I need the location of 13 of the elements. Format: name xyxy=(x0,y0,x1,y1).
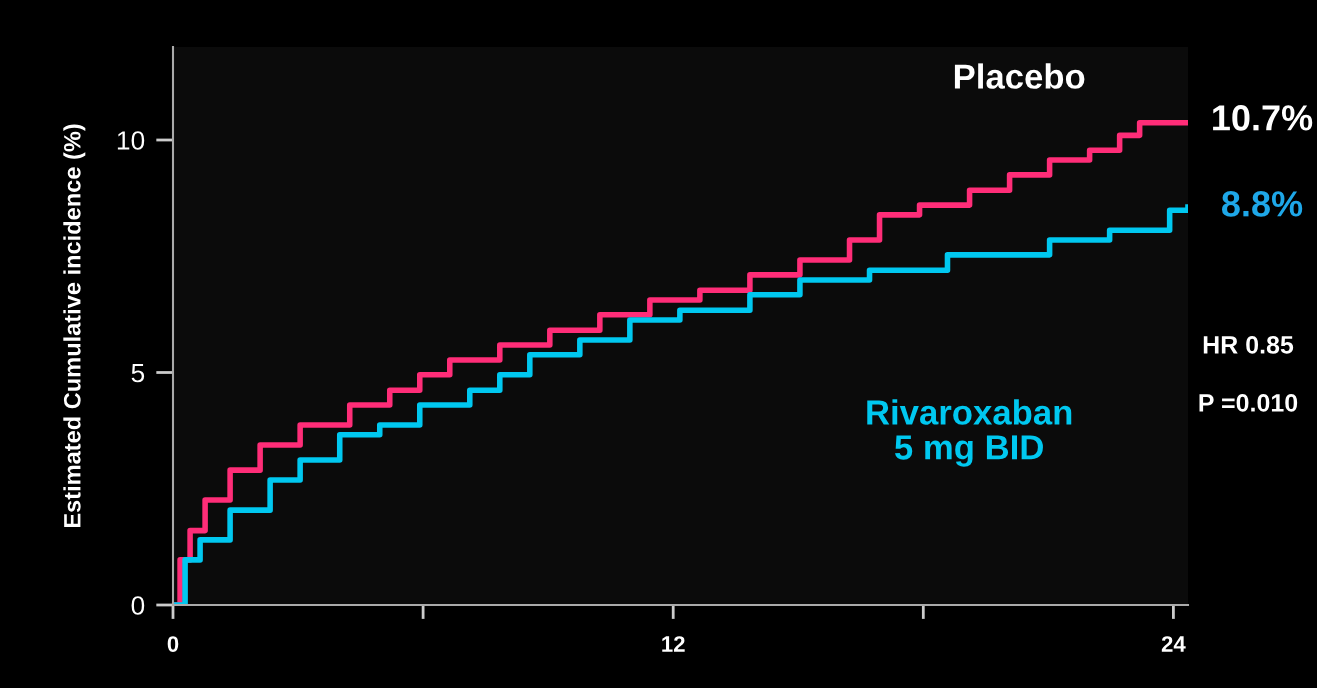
y-axis-title: Estimated Cumulative incidence (%) xyxy=(63,124,86,528)
x-tick-label: 24 xyxy=(1161,636,1186,652)
text: P =0.010 xyxy=(1199,394,1298,412)
text: Rivaroxaban 5 mg BID xyxy=(867,399,1072,467)
x-tick-label: 12 xyxy=(662,636,685,652)
series-label: Placebo xyxy=(954,63,1085,89)
text: 10.7% xyxy=(1213,105,1313,131)
x-tick-label: 0 xyxy=(167,636,179,652)
y-tick-label: 10 xyxy=(117,131,145,150)
text: HR 0.85 xyxy=(1203,336,1294,354)
y-tick-label: 5 xyxy=(131,363,145,383)
text: 8.8% xyxy=(1221,191,1303,217)
y-tick-label: 0 xyxy=(131,596,145,615)
